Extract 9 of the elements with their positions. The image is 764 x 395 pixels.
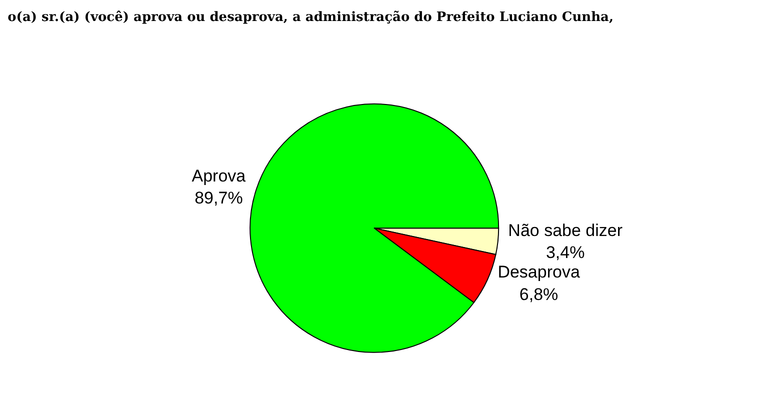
pie-slice <box>374 228 496 304</box>
slice-label: Desaprova <box>498 262 580 282</box>
pie-slice <box>250 103 500 353</box>
chart-title: o(a) sr.(a) (você) aprova ou desaprova, a administração do Prefeito Luciano Cunha, <box>8 10 614 25</box>
data-label: 3,4% <box>546 243 585 262</box>
data-label: 89,7% <box>194 188 243 208</box>
slice-label: Aprova <box>192 166 246 186</box>
data-label: 6,8% <box>519 284 558 304</box>
slice-label: Não sabe dizer <box>508 221 623 240</box>
